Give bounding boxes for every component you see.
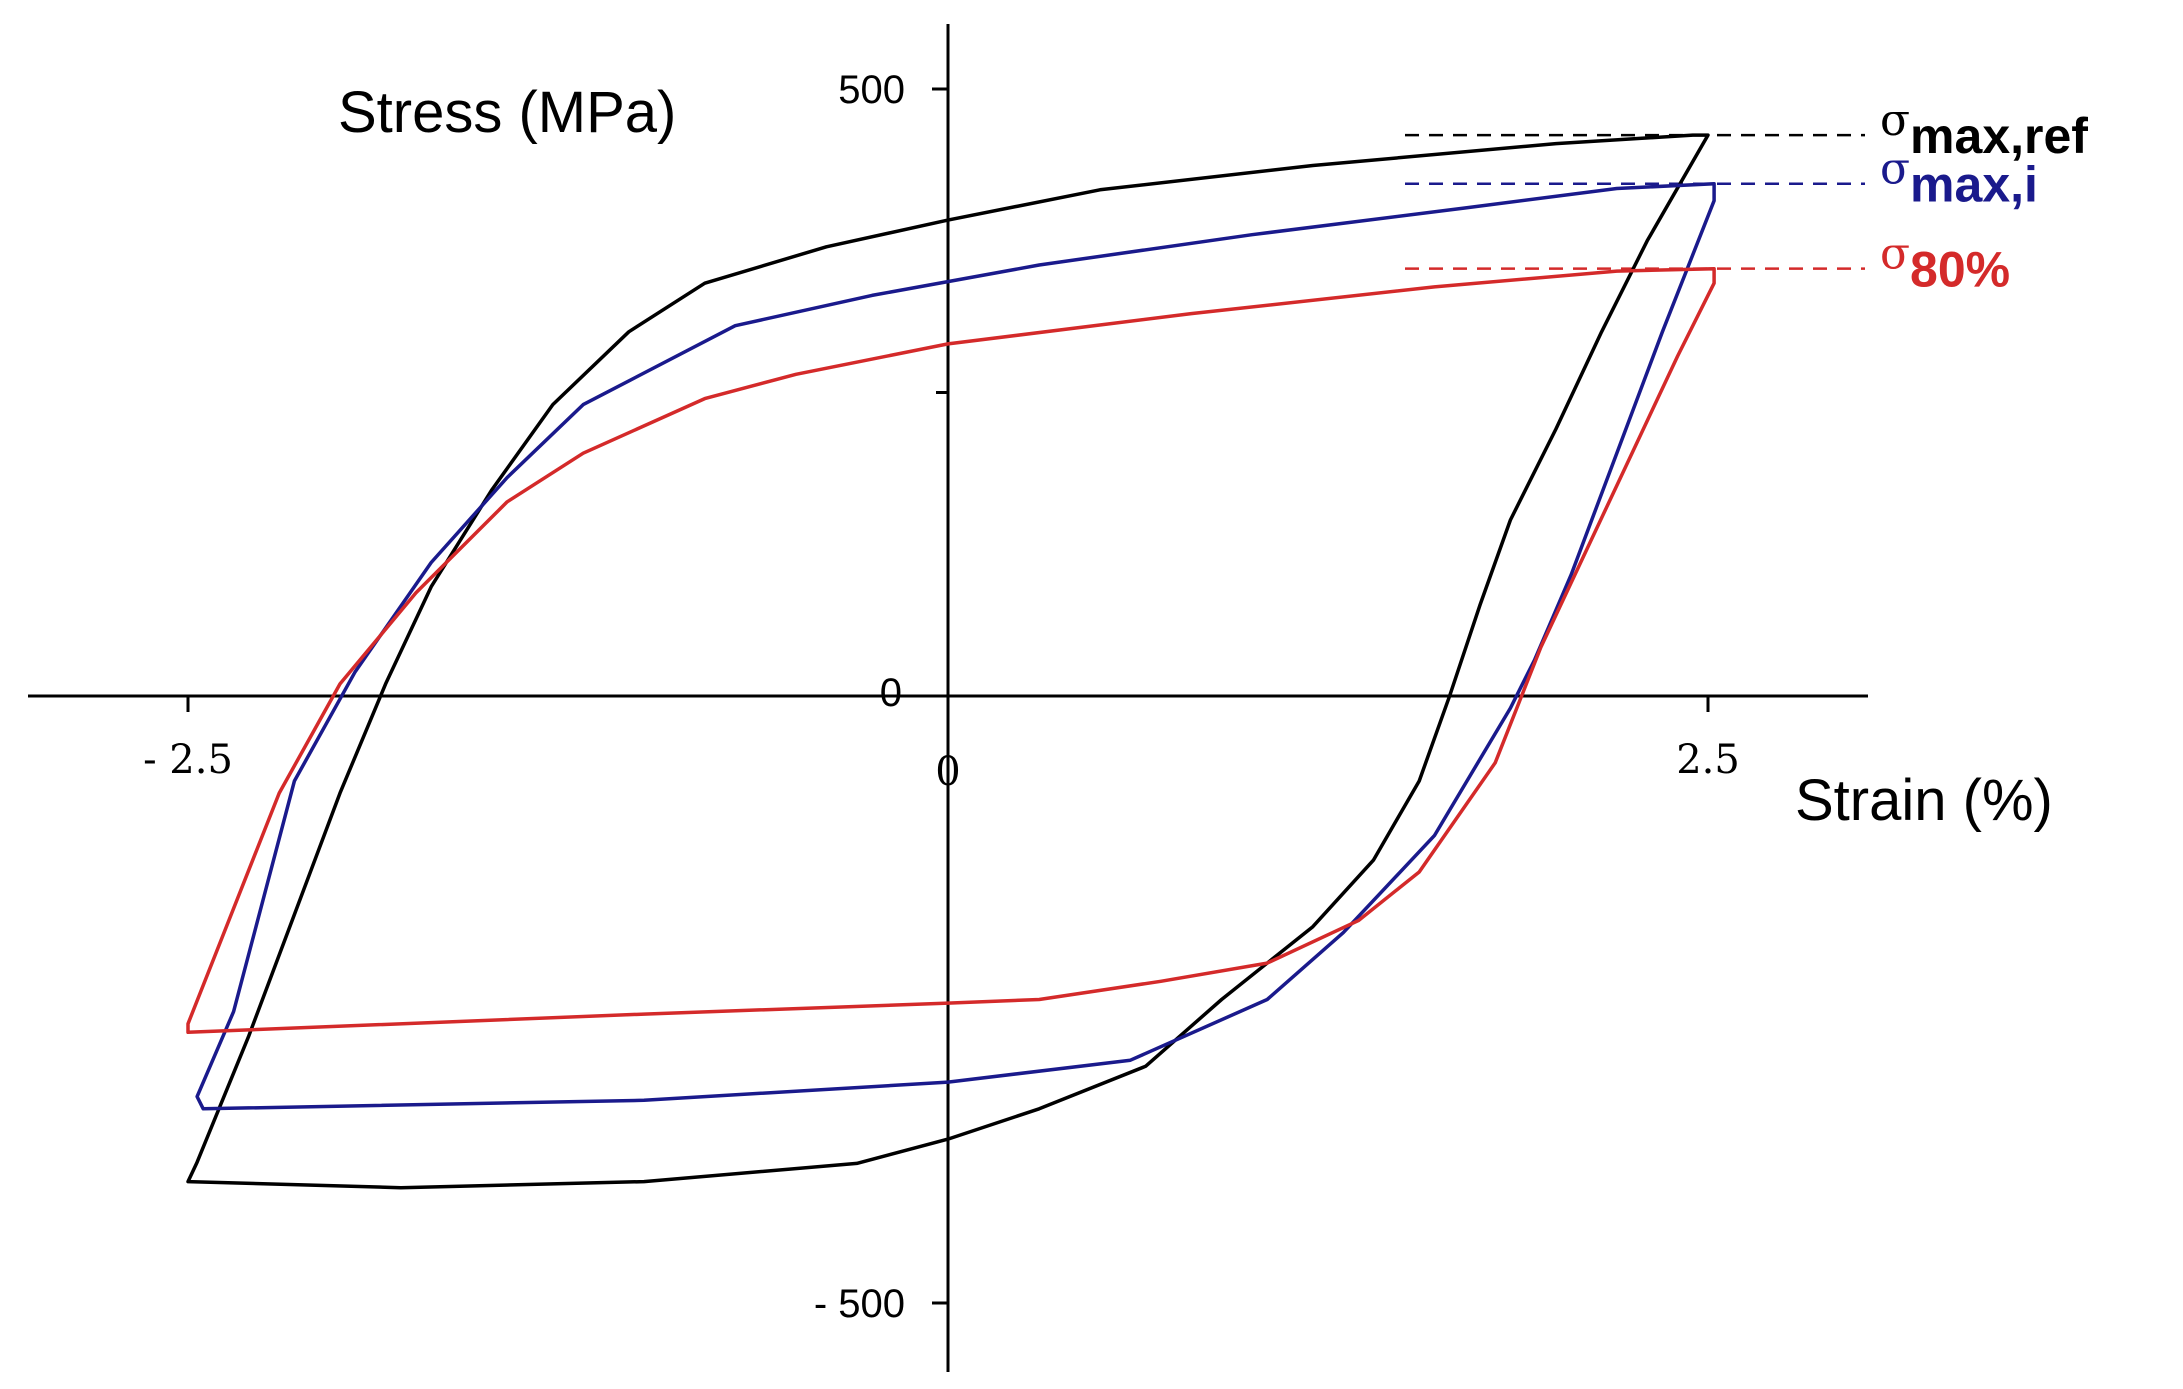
x-tick-label-0: - 2.5: [143, 737, 233, 783]
annotation-2: σ80%: [1880, 229, 2010, 298]
annotation-1: σmax,i: [1880, 144, 2038, 213]
x-axis-title: Strain (%): [1795, 768, 2053, 833]
x-tick-label-1: 0: [935, 749, 960, 795]
series-layer: [186, 133, 1716, 1190]
y-tick-label-2: - 500: [814, 1282, 905, 1326]
hysteresis-loop-1: [195, 181, 1716, 1111]
y-tick-label-0: 500: [838, 68, 905, 112]
hysteresis-loop-0: [186, 133, 1710, 1190]
ticks-layer: - 2.5 0 2.5 500 0 - 500: [143, 68, 1740, 1326]
y-axis-title: Stress (MPa): [338, 80, 676, 145]
reference-lines-layer: [1405, 133, 1865, 270]
x-tick-label-2: 2.5: [1676, 737, 1740, 783]
y-tick-label-1: 0: [880, 671, 902, 715]
annotation-0: σmax,ref: [1880, 95, 2088, 164]
hysteresis-loop-2: [186, 266, 1716, 1035]
